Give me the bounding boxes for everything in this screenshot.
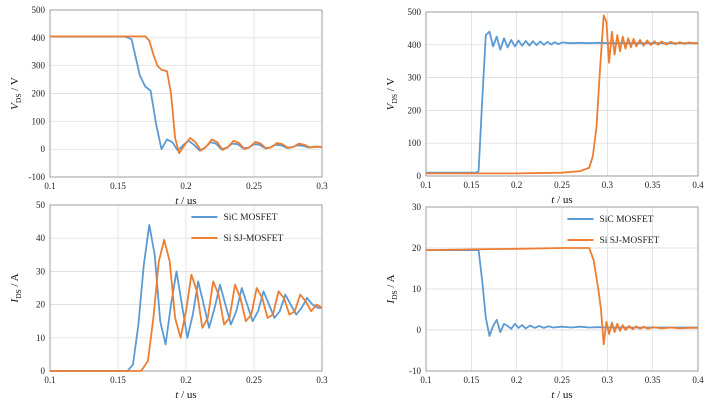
x-tick-label: 0.35 xyxy=(645,375,661,385)
series-line-sic-mosfet xyxy=(426,249,698,337)
x-axis-label: t / us xyxy=(175,195,196,207)
series-line-si-sj-mosfet xyxy=(50,35,323,155)
y-tick-label: 20 xyxy=(36,300,46,310)
panel-ids-turnoff: 0 10 20 30 40 50 0.1 0.15 0.2 0.25 0.3 t / us IDS / … xyxy=(9,200,328,401)
x-tick-label: 0.25 xyxy=(554,180,570,190)
y-tick-label: 0 xyxy=(417,325,422,335)
legend: SiC MOSFET Si SJ-MOSFET xyxy=(567,215,660,246)
x-tick-label: 0.2 xyxy=(180,181,191,191)
y-tick-label: 500 xyxy=(408,7,422,17)
y-tick-label: 100 xyxy=(32,116,46,126)
y-tick-label: 40 xyxy=(36,233,46,243)
legend-label: SiC MOSFET xyxy=(223,213,277,223)
y-tick-label: 10 xyxy=(36,333,46,343)
series-line-sic-mosfet xyxy=(50,224,322,372)
y-tick-label: -100 xyxy=(29,172,46,182)
x-tick-label: 0.2 xyxy=(180,375,191,385)
x-tick-label: 0.35 xyxy=(645,180,661,190)
x-tick-label: 0.3 xyxy=(316,181,328,191)
legend: SiC MOSFET Si SJ-MOSFET xyxy=(191,213,284,244)
x-tick-label: 0.3 xyxy=(316,375,328,385)
x-axis-label: t / us xyxy=(551,389,572,401)
x-axis-label: t / us xyxy=(175,389,196,401)
x-tick-label: 0.15 xyxy=(110,181,126,191)
legend-label: Si SJ-MOSFET xyxy=(223,234,283,244)
panel-vds-turnon: 0 100 200 300 400 500 0.1 0.15 0.2 0.25 0.3 0.35 0.4… xyxy=(385,7,704,206)
y-axis-label: IDS / A xyxy=(385,274,399,304)
x-tick-label: 0.3 xyxy=(602,180,614,190)
x-tick-label: 0.3 xyxy=(602,375,614,385)
x-tick-label: 0.1 xyxy=(420,180,431,190)
panel-ids-turnon: -10 0 10 20 30 0.1 0.15 0.2 0.25 0.3 0.35 0.4 t / us… xyxy=(385,202,704,401)
y-tick-label: 400 xyxy=(32,33,46,43)
y-tick-label: 0 xyxy=(41,144,46,154)
x-tick-label: 0.15 xyxy=(110,375,126,385)
y-tick-label: 0 xyxy=(417,171,422,181)
x-tick-label: 0.2 xyxy=(511,180,522,190)
series-line-si-sj-mosfet xyxy=(425,247,698,346)
y-tick-label: 10 xyxy=(412,284,422,294)
x-tick-label: 0.15 xyxy=(463,180,479,190)
y-tick-label: -10 xyxy=(409,366,421,376)
y-tick-label: 0 xyxy=(41,366,46,376)
series-line-sic-mosfet xyxy=(426,30,698,174)
y-axis-label: VDS / V xyxy=(9,77,23,110)
y-tick-label: 200 xyxy=(408,105,422,115)
y-tick-label: 30 xyxy=(36,266,46,276)
plot-frame xyxy=(49,204,323,372)
x-tick-label: 0.25 xyxy=(554,375,570,385)
y-tick-label: 300 xyxy=(408,73,422,83)
y-tick-label: 30 xyxy=(412,202,422,212)
y-tick-label: 100 xyxy=(408,138,422,148)
legend-label: SiC MOSFET xyxy=(599,215,653,225)
x-tick-label: 0.1 xyxy=(44,181,55,191)
series-line-si-sj-mosfet xyxy=(426,14,698,175)
y-axis-label: IDS / A xyxy=(9,273,23,303)
y-axis-label: VDS / V xyxy=(385,78,399,111)
y-tick-label: 400 xyxy=(408,40,422,50)
x-axis-label: t / us xyxy=(551,194,572,206)
x-tick-label: 0.25 xyxy=(246,181,262,191)
x-tick-label: 0.1 xyxy=(44,375,55,385)
x-tick-label: 0.4 xyxy=(692,180,704,190)
plot-frame xyxy=(425,11,699,177)
y-tick-label: 300 xyxy=(32,61,46,71)
x-tick-label: 0.4 xyxy=(692,375,704,385)
y-tick-label: 50 xyxy=(36,200,46,210)
x-tick-label: 0.25 xyxy=(246,375,262,385)
panel-vds-turnoff: -100 0 100 200 300 400 500 0.1 0.15 0.2 0.25 0.3 t /… xyxy=(9,5,328,207)
x-tick-label: 0.15 xyxy=(463,375,479,385)
x-tick-label: 0.1 xyxy=(420,375,431,385)
legend-label: Si SJ-MOSFET xyxy=(599,236,659,246)
y-tick-label: 500 xyxy=(32,5,46,15)
y-tick-label: 200 xyxy=(32,89,46,99)
plot-frame xyxy=(425,206,699,372)
y-tick-label: 20 xyxy=(412,243,422,253)
x-tick-label: 0.2 xyxy=(511,375,522,385)
series-line-si-sj-mosfet xyxy=(50,239,323,372)
plot-frame xyxy=(49,9,323,178)
